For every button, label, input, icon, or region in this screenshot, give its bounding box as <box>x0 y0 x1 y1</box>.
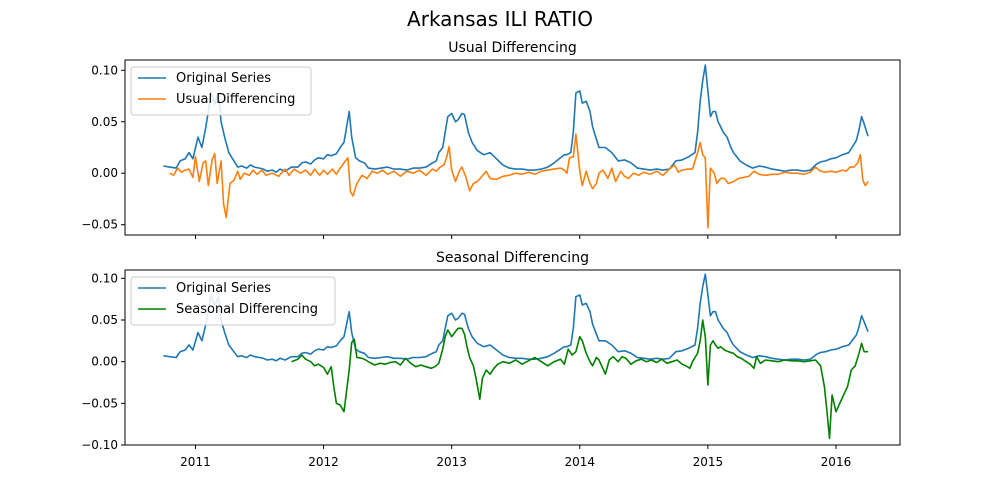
legend-label-usual: Usual Differencing <box>176 92 295 107</box>
legend: Original Series Usual Differencing <box>130 66 312 116</box>
y-tick-label: 0.00 <box>91 355 118 369</box>
x-tick-label: 2015 <box>693 455 724 469</box>
x-tick-label: 2012 <box>308 455 339 469</box>
y-tick-label: 0.05 <box>91 115 118 129</box>
legend-label-seasonal: Seasonal Differencing <box>176 302 318 317</box>
axes-frame <box>124 59 901 236</box>
x-tick-label: 2011 <box>180 455 211 469</box>
series-line-usual-differencing <box>169 133 869 229</box>
y-tick-label: 0.00 <box>91 166 118 180</box>
y-tick-label: 0.10 <box>91 63 118 77</box>
x-tick-label: 2013 <box>436 455 467 469</box>
legend: Original Series Seasonal Differencing <box>130 276 336 326</box>
y-tick-label: −0.05 <box>81 218 118 232</box>
y-tick-label: 0.05 <box>91 313 118 327</box>
series-line-seasonal-differencing <box>291 319 868 440</box>
panel-seasonal-differencing: Seasonal Differencing 0.10 0.05 0.00 −0.05 −… <box>81 250 901 469</box>
panel-title: Usual Differencing <box>448 40 577 56</box>
figure-suptitle: Arkansas ILI RATIO <box>407 7 593 31</box>
axes-frame <box>124 269 901 446</box>
legend-label-original: Original Series <box>176 281 271 296</box>
y-tick-label: −0.05 <box>81 396 118 410</box>
series-line-original-series <box>163 64 869 173</box>
legend-box <box>130 276 336 326</box>
series-line-original-series <box>163 273 869 362</box>
x-tick-label: 2016 <box>821 455 852 469</box>
legend-box <box>130 66 312 116</box>
y-tick-label: 0.10 <box>91 271 118 285</box>
panel-title: Seasonal Differencing <box>436 250 589 266</box>
x-tick-label: 2014 <box>564 455 595 469</box>
panel-usual-differencing: Usual Differencing 0.10 0.05 0.00 −0.05 Ori… <box>81 40 901 239</box>
y-tick-label: −0.10 <box>81 438 118 452</box>
legend-label-original: Original Series <box>176 71 271 86</box>
